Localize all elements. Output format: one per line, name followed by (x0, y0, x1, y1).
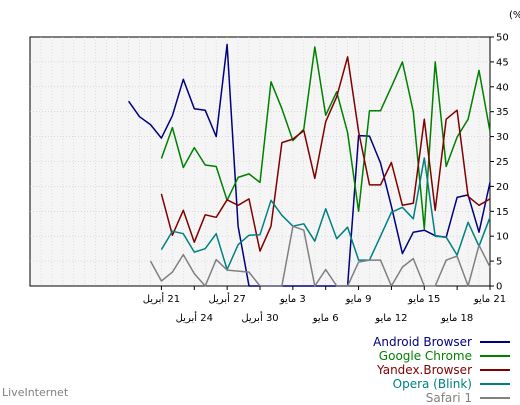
series-line-opera-blink- (160, 157, 491, 271)
y-tick-label: 50 (496, 33, 509, 44)
legend-label: Safari 1 (426, 391, 472, 405)
series-lines (127, 43, 491, 287)
x-tick-label: 24 أبريل (176, 311, 213, 324)
x-tick-label: 18 مايو (440, 313, 473, 324)
y-tick-label: 35 (496, 107, 509, 118)
y-tick-label: 0 (496, 282, 502, 293)
x-tick-label: 9 مايو (345, 294, 372, 305)
y-tick-label: 20 (496, 182, 509, 193)
y-tick-label: 40 (496, 82, 509, 93)
series-line-android-browser (127, 43, 491, 287)
x-tick-label: 6 مايو (312, 313, 339, 324)
legend-label: Yandex.Browser (376, 363, 472, 377)
y-tick-label: 10 (496, 232, 509, 243)
y-tick-label: 30 (496, 132, 509, 143)
legend-label: Google Chrome (379, 349, 472, 363)
y-tick-label: 5 (496, 257, 502, 268)
x-tick-label: 30 أبريل (241, 311, 278, 324)
x-tick-label: 12 مايو (374, 313, 407, 324)
footer-brand: LiveInternet (2, 386, 69, 399)
x-tick-label: 3 مايو (279, 294, 306, 305)
series-line-safari-1 (149, 225, 491, 287)
y-tick-label: 15 (496, 207, 509, 218)
grid (30, 37, 490, 286)
legend-label: Opera (Blink) (393, 377, 472, 391)
series-line-google-chrome (160, 46, 491, 230)
y-tick-label: 45 (496, 57, 509, 68)
x-tick-label: 21 أبريل (143, 292, 180, 305)
legend-label: Android Browser (373, 335, 472, 349)
y-tick-label: 25 (496, 157, 509, 168)
x-tick-label: 21 مايو (473, 294, 506, 305)
x-tick-label: 15 مايو (407, 294, 440, 305)
y-axis-label: الحصة (%) (509, 10, 520, 21)
series-line-yandex-browser (160, 56, 491, 252)
x-tick-label: 27 أبريل (208, 292, 245, 305)
y-axis-ticks: 0 5 10 15 20 25 30 35 40 45 50 (490, 33, 509, 293)
